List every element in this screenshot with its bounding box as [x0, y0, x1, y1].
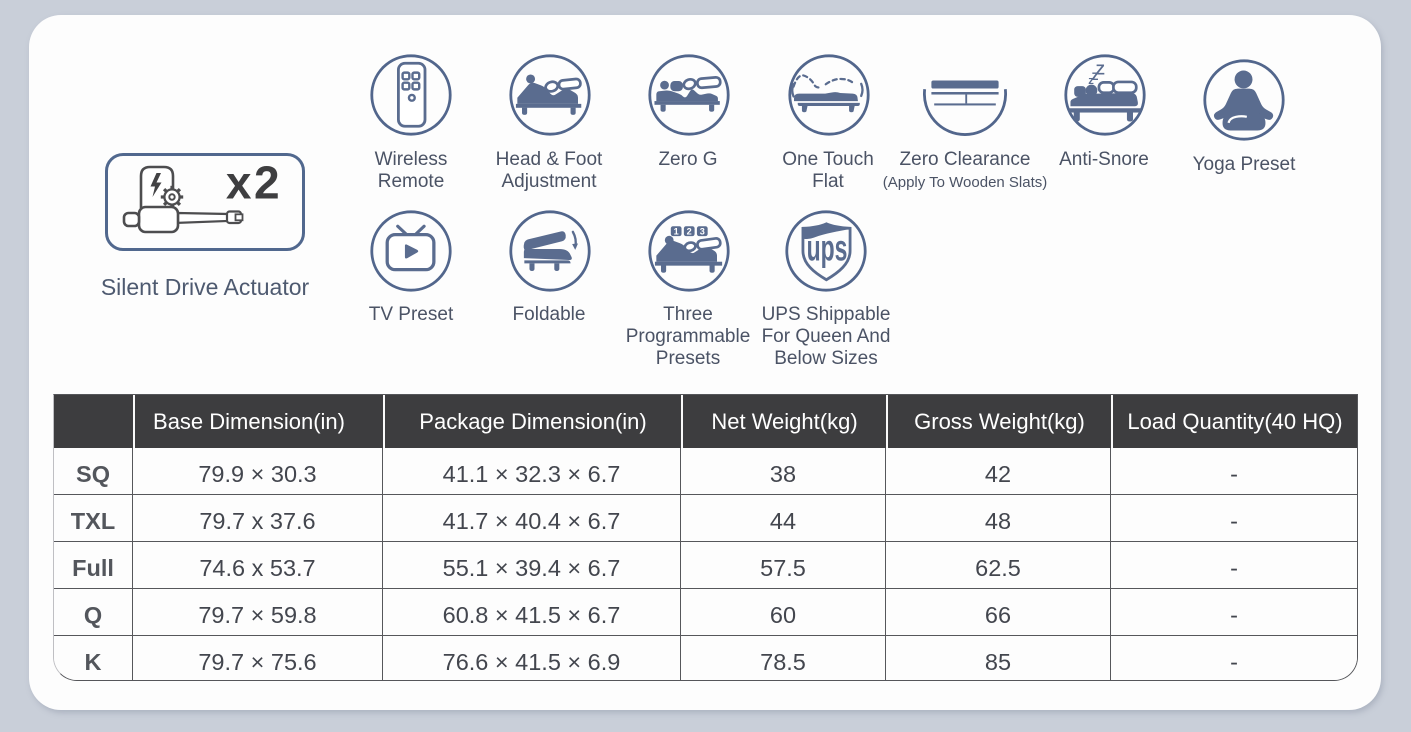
svg-text:z: z	[1088, 75, 1094, 87]
svg-text:x2: x2	[226, 157, 282, 209]
svg-text:Z: Z	[1096, 61, 1105, 78]
svg-text:z: z	[1091, 66, 1098, 82]
svg-text:3: 3	[699, 227, 704, 237]
svg-text:ups: ups	[807, 227, 848, 269]
svg-text:1: 1	[673, 227, 678, 237]
svg-text:2: 2	[686, 227, 691, 237]
